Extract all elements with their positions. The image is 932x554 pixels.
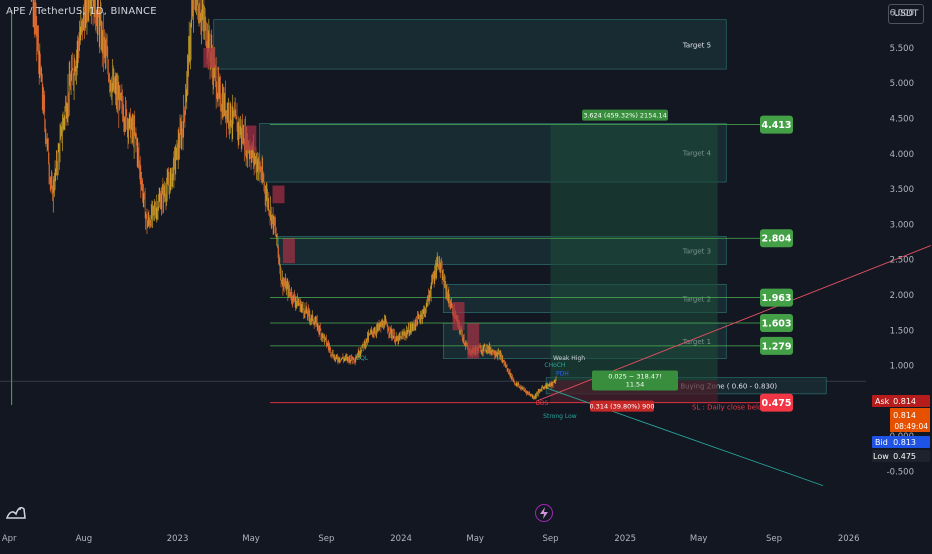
level-tag-text-6: 0.475 [761, 398, 791, 409]
y-tick-label: 5.500 [890, 44, 914, 54]
position-entry-label-text: 11.54 [626, 380, 645, 388]
y-tick-label: 4.500 [890, 115, 914, 125]
low-tag-text: 0.475 [893, 452, 916, 461]
candles-group [30, 0, 557, 400]
position-stop-label-bg [590, 400, 654, 412]
level-tag-5[interactable] [760, 336, 793, 355]
position-profit-area [550, 124, 718, 381]
y-tick-label: 3.500 [890, 185, 914, 195]
x-tick-label: Sep [542, 534, 558, 544]
annotation-4: PDH [556, 370, 569, 377]
level-tag-6[interactable] [760, 393, 793, 412]
tradingview-logo-icon[interactable] [4, 500, 28, 524]
bid-tag-text: Bid [875, 438, 888, 447]
supply-block-5 [452, 302, 465, 331]
annotation-5: BOS [536, 400, 549, 407]
x-tick-label: 2023 [167, 534, 189, 544]
x-tick-label: Sep [766, 534, 782, 544]
level-tag-1[interactable] [760, 115, 793, 134]
annotation-1: SL : Daily close below [692, 403, 768, 411]
lightning-icon[interactable] [535, 504, 553, 522]
supply-block-3 [272, 185, 285, 204]
position-stop-label: 0.314 (39.80%) 900 [589, 400, 655, 412]
zone-label-6: Buying Zone ( 0.60 - 0.830) [680, 383, 777, 391]
y-tick-label: 4.000 [890, 150, 914, 160]
bid-tag[interactable]: Bid 0.813 [872, 436, 930, 448]
supply-block-1 [203, 47, 216, 68]
ask-tag-bg [872, 395, 930, 407]
x-tick-label: 2026 [838, 534, 860, 544]
low-tag-bg [872, 450, 930, 462]
zone-1 [213, 19, 727, 70]
level-tag-3[interactable] [760, 288, 793, 307]
position-entry-label-text: 0.025 − 318.47! [608, 372, 662, 380]
x-tick-label: May [690, 534, 708, 544]
position-entry-label-bg [592, 370, 678, 391]
bid-tag-bg [872, 436, 930, 448]
last-price-tag[interactable] [890, 408, 930, 432]
x-tick-label: Apr [2, 534, 17, 544]
bid-tag-text: 0.813 [893, 438, 916, 447]
currency-button[interactable]: USDT [888, 4, 924, 24]
x-axis[interactable]: Apr Aug 2023 May Sep 2024 May Sep 2025 May Sep 2026 [2, 534, 860, 544]
countdown-text: 08:49:04 [894, 422, 928, 431]
supply-block-2 [244, 125, 257, 151]
position-entry-label: 0.025 − 318.47!11.54 [592, 370, 678, 391]
x-tick-label: 2024 [390, 534, 412, 544]
y-tick-label: 3.000 [890, 220, 914, 230]
annotation-6: Strong Low [543, 413, 577, 420]
y-tick-label: 1.500 [890, 326, 914, 336]
y-tick-label: 6.000 [890, 9, 914, 19]
level-tag-4[interactable] [760, 314, 793, 333]
position-target-label-text: 3.624 (459.32%) 2154.14 [583, 112, 667, 120]
ask-tag-text: 0.814 [893, 397, 916, 406]
annotation-7: EQL [356, 355, 369, 362]
level-tag-text-2: 2.804 [761, 234, 791, 245]
level-tag-text-3: 1.963 [761, 293, 791, 304]
ask-tag-text: Ask [875, 397, 890, 406]
ask-tag[interactable]: Ask 0.814 [872, 395, 930, 407]
annotation-3: Weak High [553, 355, 585, 362]
y-tick-label: 1.000 [890, 362, 914, 372]
x-tick-label: 2025 [614, 534, 636, 544]
x-tick-label: May [466, 534, 484, 544]
annotation-2: CHoCH [544, 362, 565, 369]
y-tick-label: -0.500 [887, 468, 914, 478]
position-target-label-bg [582, 109, 668, 121]
y-tick-label: 2.000 [890, 291, 914, 301]
x-tick-label: May [242, 534, 260, 544]
position-stop-label-text: 0.314 (39.80%) 900 [589, 403, 654, 411]
level-tag-text-4: 1.603 [761, 319, 791, 330]
level-tag-text-5: 1.279 [761, 341, 791, 352]
position-target-label: 3.624 (459.32%) 2154.14 [582, 109, 668, 121]
zone-label-1: Target 5 [682, 41, 711, 49]
low-tag-text: Low [873, 452, 889, 461]
symbol-title[interactable]: APE / TetherUS, 1D, BINANCE [6, 6, 157, 17]
trendline-2 [543, 386, 824, 487]
supply-block-4 [282, 238, 295, 264]
x-tick-label: Sep [318, 534, 334, 544]
supply-block-6 [467, 323, 480, 359]
x-tick-label: Aug [76, 534, 93, 544]
y-tick-label: 5.000 [890, 79, 914, 89]
last-price-text: 0.814 [893, 411, 916, 420]
low-tag[interactable]: Low 0.475 [872, 450, 930, 462]
level-tag-2[interactable] [760, 229, 793, 248]
level-tag-text-1: 4.413 [761, 120, 791, 131]
y-tick-label: 2.500 [890, 256, 914, 266]
y-axis[interactable]: 6.000 5.500 5.000 4.500 4.000 3.500 3.000 2.500… [887, 9, 914, 478]
